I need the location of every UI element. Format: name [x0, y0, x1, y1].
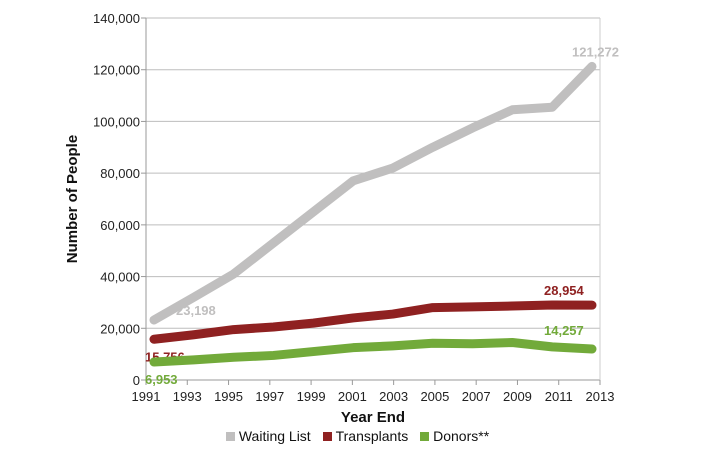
series-line-transplants — [149, 300, 597, 344]
legend-item-transplants: Transplants — [322, 428, 409, 444]
y-tick-label: 100,000 — [93, 114, 140, 129]
y-tick-label: 120,000 — [93, 63, 140, 78]
legend-swatch — [420, 432, 430, 441]
x-axis-title: Year End — [341, 409, 405, 426]
x-tick-label: 1995 — [214, 389, 243, 404]
x-tick-label: 2005 — [420, 389, 449, 404]
y-tick-label: 0 — [133, 373, 140, 388]
x-tick-label: 2011 — [545, 389, 573, 404]
y-tick-label: 20,000 — [100, 321, 140, 336]
data-label-first: 23,198 — [176, 303, 216, 318]
y-tick-label: 140,000 — [93, 11, 140, 26]
legend-item-waiting-list: Waiting List — [225, 428, 311, 444]
data-label-last: 14,257 — [544, 323, 584, 338]
data-label-first: 6,953 — [145, 372, 178, 387]
y-axis-title: Number of People — [64, 135, 81, 263]
x-tick-label: 1997 — [255, 389, 284, 404]
legend-swatch — [225, 432, 235, 441]
x-tick-label: 2001 — [338, 389, 367, 404]
y-tick-label: 40,000 — [100, 270, 140, 285]
data-label-last: 28,954 — [544, 283, 585, 298]
x-tick-label: 2007 — [462, 389, 491, 404]
legend: Waiting List Transplants Donors** — [0, 428, 715, 444]
series-line-donors- — [149, 338, 597, 367]
x-tick-label: 1999 — [297, 389, 326, 404]
legend-item-donors: Donors** — [420, 428, 489, 444]
data-label-last: 121,272 — [572, 44, 619, 59]
x-tick-label: 2003 — [379, 389, 408, 404]
series-line-waiting-list — [149, 61, 597, 325]
legend-label: Donors** — [433, 428, 490, 444]
legend-label: Waiting List — [238, 428, 311, 444]
x-tick-label: 2009 — [503, 389, 532, 404]
legend-swatch — [322, 432, 332, 441]
y-tick-label: 80,000 — [100, 166, 140, 181]
x-tick-label: 1993 — [173, 389, 202, 404]
x-tick-label: 1991 — [132, 389, 161, 404]
legend-label: Transplants — [335, 428, 409, 444]
y-tick-label: 60,000 — [100, 218, 140, 233]
x-tick-label: 2013 — [586, 389, 615, 404]
